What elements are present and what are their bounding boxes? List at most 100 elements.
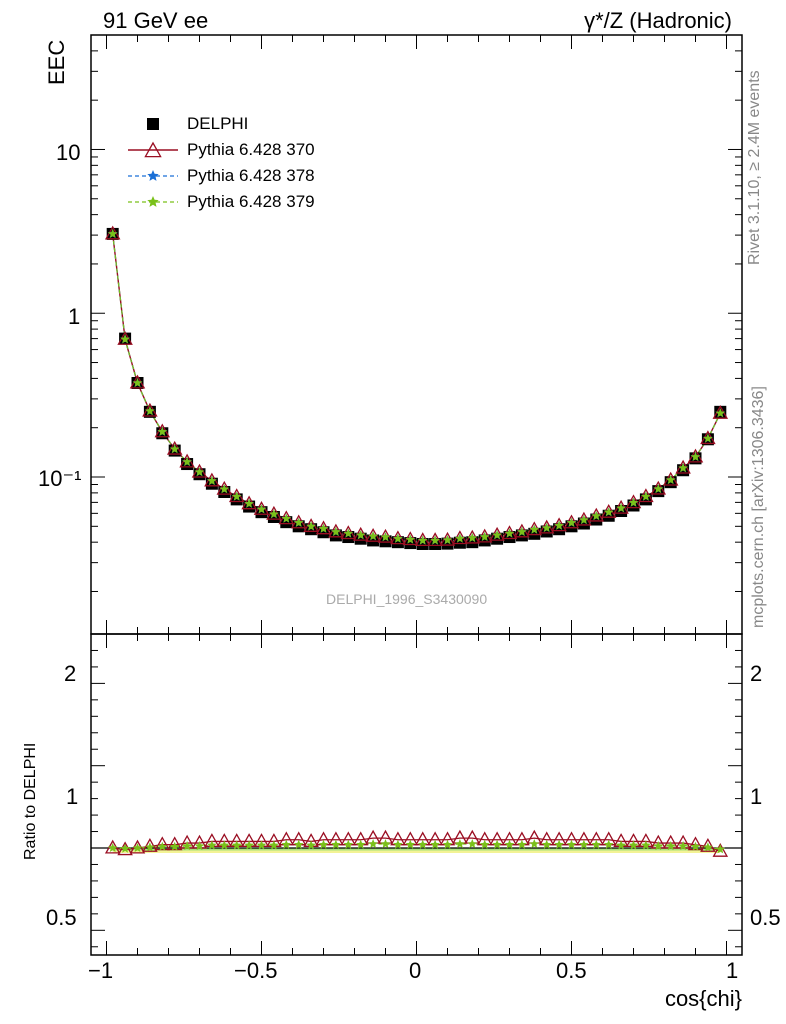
delphi-point — [280, 516, 293, 529]
series-379-point — [566, 517, 577, 527]
series-379-point — [492, 530, 502, 540]
ratio-379-point — [306, 840, 316, 850]
series-379-point — [331, 526, 341, 536]
ratio-379-point — [318, 839, 329, 849]
ratio-379-point — [207, 840, 217, 850]
ratio-379-point — [157, 841, 168, 851]
x-tick-minus0.5: −0.5 — [234, 958, 278, 983]
delphi-point — [441, 537, 454, 550]
delphi-point — [565, 520, 578, 533]
ratio-379-point — [616, 840, 626, 850]
legend-marker-delphi — [147, 118, 159, 130]
ratio-379-point — [244, 840, 254, 850]
series-379-point — [417, 535, 428, 545]
ratio-uncertainty-bands — [112, 848, 721, 853]
series-379-point — [455, 533, 465, 543]
ratio-379-point — [281, 839, 292, 849]
ratio-379-point — [653, 841, 664, 851]
series-379-point — [641, 491, 651, 501]
delphi-point — [553, 523, 566, 536]
ratio-379-point — [690, 841, 701, 851]
series-379-point — [281, 513, 292, 523]
series-379-point — [628, 497, 639, 507]
series-379-point — [591, 511, 602, 521]
series-379-point — [207, 475, 217, 485]
series-379-point — [380, 532, 391, 542]
series-379-point — [554, 520, 564, 530]
watermark-analysis-id: DELPHI_1996_S3430090 — [326, 591, 488, 607]
series-379-point — [653, 484, 664, 494]
ratio-379-point — [517, 839, 527, 849]
series-379-point — [120, 334, 130, 344]
ratio-379-point — [641, 840, 651, 850]
delphi-point — [478, 534, 491, 547]
series-379-line — [112, 233, 721, 542]
ratio-379-point — [603, 839, 614, 849]
rivet-version-label: Rivet 3.1.10, ≥ 2.4M events — [746, 70, 763, 265]
series-370-line — [112, 233, 721, 542]
ratio-379-point — [504, 839, 515, 849]
ratio-tick-0.5-right: 0.5 — [750, 905, 781, 930]
series-379-point — [244, 498, 254, 508]
ratio-379-point — [678, 841, 688, 851]
ratio-379-point — [355, 839, 366, 849]
x-tick-1: 1 — [726, 958, 739, 983]
ratio-379-point — [120, 843, 130, 853]
series-379-point — [442, 535, 453, 545]
series-379-point — [678, 463, 688, 473]
delphi-point — [540, 525, 553, 538]
series-379-point — [703, 433, 713, 443]
series-379-point — [665, 475, 676, 485]
y-axis-label: EEC — [44, 39, 69, 85]
series-379-point — [616, 503, 626, 513]
series-379-point — [318, 523, 329, 533]
series-379-point — [690, 451, 701, 461]
x-tick-0: 0 — [409, 958, 422, 983]
ratio-379-point — [343, 839, 354, 849]
delphi-point — [329, 529, 342, 542]
series-379-point — [541, 523, 552, 532]
series-379-point — [182, 456, 192, 466]
series-379-point — [517, 526, 527, 536]
delphi-point — [292, 520, 305, 533]
series-379-point — [343, 528, 354, 538]
series-379-point — [157, 426, 168, 436]
header-left: 91 GeV ee — [103, 8, 209, 33]
series-379-point — [231, 491, 242, 501]
ratio-379-point — [467, 839, 478, 849]
ratio-379-point — [715, 844, 726, 854]
y-tick-10: 10 — [56, 140, 81, 165]
header-right: γ*/Z (Hadronic) — [584, 8, 732, 33]
legend-label-379: Pythia 6.428 379 — [187, 192, 315, 211]
ratio-plot-frame — [90, 633, 743, 956]
ratio-379-point — [541, 839, 552, 849]
ratio-379-point — [145, 842, 155, 852]
ratio-379-point — [554, 839, 564, 849]
ratio-379-point — [194, 841, 205, 851]
ratio-370-line — [112, 837, 721, 852]
ratio-379-point — [665, 841, 676, 851]
ratio-370-point — [712, 842, 729, 857]
ratio-379-point — [331, 839, 341, 849]
series-379-point — [715, 408, 726, 418]
ratio-y-axis-label: Ratio to DELPHI — [22, 742, 39, 860]
ratio-379-point — [703, 842, 713, 852]
legend-label-378: Pythia 6.428 378 — [187, 166, 315, 185]
ratio-379-point — [132, 843, 143, 852]
series-379-point — [479, 532, 490, 541]
x-axis-label: cos{chi} — [664, 986, 742, 1011]
ratio-370-point — [166, 836, 183, 851]
ratio-370-point — [687, 836, 704, 851]
delphi-point — [515, 529, 528, 542]
delphi-point — [528, 527, 541, 540]
ratio-379-point — [405, 839, 416, 849]
series-379-point — [219, 484, 230, 494]
ratio-370-point — [142, 838, 158, 852]
series-378-line — [112, 233, 721, 542]
series-379-point — [169, 444, 180, 454]
ratio-379-point — [169, 841, 180, 851]
y-tick-0.1: 10⁻¹ — [38, 466, 82, 491]
ratio-379-point — [269, 840, 279, 850]
delphi-point — [503, 531, 516, 544]
ratio-379-point — [256, 840, 267, 850]
